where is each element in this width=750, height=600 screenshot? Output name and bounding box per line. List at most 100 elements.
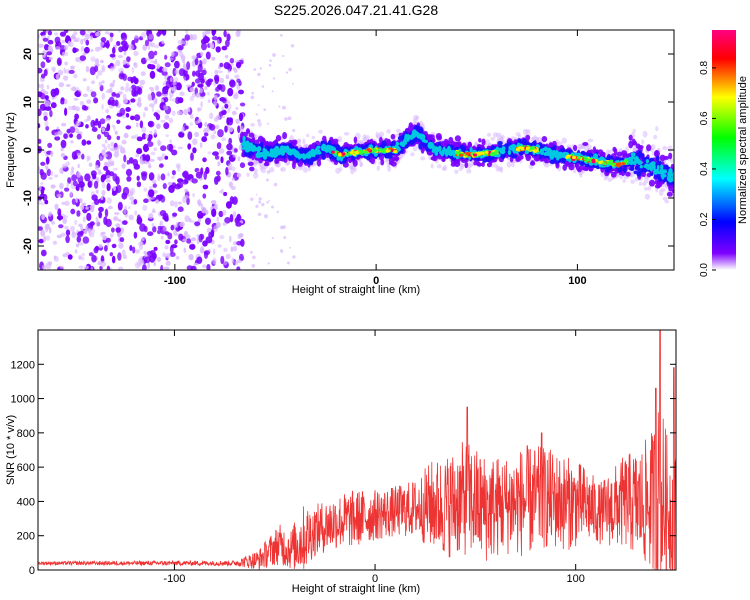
noise-point bbox=[128, 214, 134, 221]
noise-point bbox=[137, 258, 143, 263]
noise-point bbox=[67, 105, 74, 111]
noise-point bbox=[292, 128, 296, 133]
noise-point bbox=[78, 230, 84, 236]
noise-point bbox=[267, 262, 270, 265]
noise-point bbox=[106, 183, 111, 192]
signal-point bbox=[466, 168, 472, 174]
noise-point bbox=[111, 92, 116, 97]
signal-point bbox=[664, 199, 670, 204]
signal-point bbox=[630, 156, 635, 160]
noise-point bbox=[130, 76, 134, 84]
signal-point bbox=[630, 152, 636, 158]
noise-point bbox=[151, 196, 155, 200]
noise-point bbox=[198, 234, 203, 243]
noise-point bbox=[282, 54, 285, 58]
signal-point bbox=[642, 181, 647, 187]
noise-point bbox=[94, 32, 100, 37]
noise-point bbox=[59, 31, 67, 37]
noise-point bbox=[111, 243, 117, 249]
noise-point bbox=[122, 97, 128, 104]
noise-point bbox=[105, 40, 110, 49]
noise-point bbox=[255, 193, 258, 196]
noise-point bbox=[104, 245, 108, 252]
noise-point bbox=[60, 139, 67, 149]
signal-point bbox=[306, 133, 310, 138]
noise-point bbox=[112, 173, 118, 182]
noise-point bbox=[162, 86, 169, 95]
noise-point bbox=[81, 153, 85, 160]
signal-point bbox=[305, 152, 311, 158]
signal-point bbox=[274, 147, 279, 154]
ridge-point bbox=[355, 151, 360, 155]
noise-point bbox=[121, 163, 126, 169]
signal-point bbox=[629, 159, 634, 166]
noise-point bbox=[194, 221, 201, 226]
noise-point bbox=[237, 125, 241, 134]
noise-point bbox=[149, 130, 153, 135]
noise-point bbox=[99, 41, 105, 46]
noise-point bbox=[225, 74, 230, 80]
noise-point bbox=[88, 252, 94, 257]
signal-point bbox=[280, 149, 286, 155]
noise-point bbox=[77, 163, 80, 169]
noise-point bbox=[268, 199, 271, 202]
noise-point bbox=[149, 158, 155, 162]
noise-point bbox=[73, 31, 78, 36]
noise-point bbox=[171, 98, 177, 102]
signal-point bbox=[420, 133, 424, 141]
noise-point bbox=[234, 92, 239, 97]
noise-point bbox=[62, 217, 67, 225]
noise-point bbox=[143, 145, 149, 152]
noise-point bbox=[120, 86, 125, 91]
signal-point bbox=[459, 163, 465, 168]
noise-point bbox=[199, 88, 203, 94]
signal-point bbox=[352, 159, 358, 167]
noise-point bbox=[150, 60, 155, 64]
noise-point bbox=[151, 223, 155, 228]
noise-point bbox=[110, 233, 114, 238]
signal-point bbox=[441, 157, 446, 162]
signal-point bbox=[481, 161, 485, 167]
noise-point bbox=[229, 57, 235, 64]
noise-point bbox=[287, 116, 292, 121]
noise-point bbox=[202, 58, 207, 65]
noise-point bbox=[91, 254, 97, 263]
signal-point bbox=[390, 133, 396, 140]
signal-point bbox=[448, 136, 454, 144]
signal-point bbox=[486, 162, 492, 168]
noise-point bbox=[210, 44, 215, 49]
noise-point bbox=[148, 195, 152, 202]
noise-point bbox=[38, 138, 42, 144]
noise-point bbox=[122, 220, 128, 226]
signal-point bbox=[655, 187, 659, 193]
noise-point bbox=[139, 120, 144, 129]
noise-point bbox=[169, 57, 174, 61]
noise-point bbox=[203, 171, 207, 180]
noise-point bbox=[59, 265, 65, 269]
noise-point bbox=[105, 108, 109, 114]
signal-point bbox=[416, 132, 420, 137]
noise-point bbox=[151, 179, 157, 184]
noise-point bbox=[177, 146, 183, 150]
noise-point bbox=[179, 91, 185, 97]
signal-point bbox=[568, 163, 575, 171]
signal-point bbox=[667, 171, 671, 177]
signal-point bbox=[282, 145, 287, 150]
noise-point bbox=[236, 259, 242, 264]
noise-point bbox=[198, 60, 203, 68]
noise-point bbox=[118, 67, 124, 74]
noise-point bbox=[227, 103, 232, 110]
noise-point bbox=[162, 82, 166, 86]
signal-point bbox=[302, 167, 309, 173]
noise-point bbox=[74, 219, 78, 225]
noise-point bbox=[219, 62, 224, 68]
noise-point bbox=[38, 198, 42, 205]
signal-point bbox=[638, 181, 643, 186]
noise-point bbox=[71, 174, 77, 182]
noise-point bbox=[167, 181, 173, 186]
noise-point bbox=[192, 34, 197, 41]
noise-point bbox=[118, 30, 122, 33]
noise-point bbox=[64, 107, 68, 117]
noise-point bbox=[205, 37, 210, 42]
noise-point bbox=[107, 99, 112, 106]
